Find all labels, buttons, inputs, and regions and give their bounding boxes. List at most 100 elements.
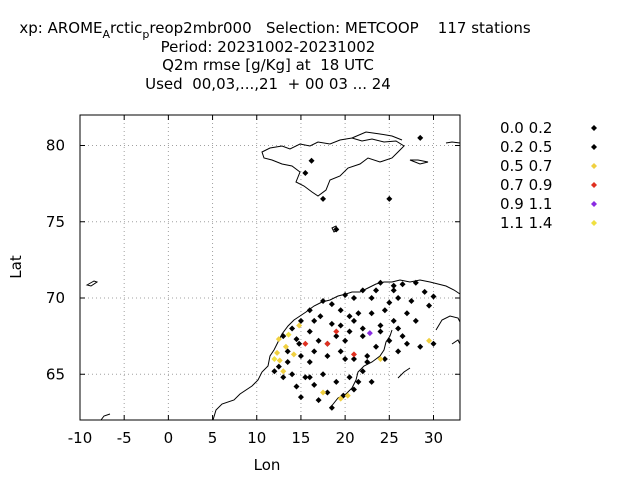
x-tick-label: 10 (247, 429, 266, 447)
data-point (355, 310, 362, 317)
data-point (381, 307, 388, 314)
data-point (337, 307, 344, 314)
data-point (350, 356, 357, 362)
data-point (412, 317, 419, 324)
frans-josef-coast (445, 141, 461, 144)
data-point (280, 333, 287, 340)
data-point (275, 336, 282, 343)
data-point (311, 348, 318, 355)
data-point (311, 381, 318, 388)
title-line-2: Period: 20231002-20231002 (161, 38, 376, 56)
title-rest: reop2mbr000 Selection: METCOOP 117 stati… (149, 19, 530, 37)
data-point (355, 378, 362, 385)
data-point (297, 394, 304, 401)
data-point (368, 295, 375, 301)
data-point (344, 392, 351, 399)
data-point (280, 368, 287, 375)
legend-marker (591, 182, 597, 188)
title-subscript-2: p (142, 28, 149, 41)
data-point (333, 333, 340, 340)
title-mid: rctic (110, 19, 142, 37)
data-point (377, 322, 384, 329)
data-point (285, 331, 292, 338)
data-point (297, 352, 304, 359)
data-point (342, 291, 349, 298)
data-point (386, 299, 393, 306)
data-point (320, 195, 327, 202)
data-point (377, 328, 384, 335)
data-point (366, 330, 373, 337)
data-point (421, 288, 428, 295)
kvitoya-coast (409, 159, 429, 165)
title-line-3: Q2m rmse [g/Kg] at 18 UTC (162, 56, 374, 74)
data-point (399, 333, 406, 340)
data-point (297, 317, 304, 324)
data-point (386, 337, 393, 344)
data-point (280, 374, 287, 381)
data-point (426, 337, 433, 344)
y-tick-label: 70 (46, 289, 65, 307)
data-point (302, 374, 309, 381)
data-point (289, 371, 296, 378)
data-point (284, 359, 291, 366)
axis-ticks: -10 -5 0 5 10 15 20 25 30 65 70 75 80 (46, 115, 460, 447)
data-point (315, 337, 322, 344)
data-point (430, 293, 437, 300)
data-point (337, 348, 344, 355)
data-point (275, 363, 282, 370)
data-point (377, 356, 384, 362)
white-sea-coast (435, 315, 461, 331)
data-point (306, 307, 313, 314)
plot-border (79, 114, 461, 421)
norway-coast (212, 279, 461, 421)
data-point (346, 328, 353, 335)
data-point (324, 389, 331, 396)
data-point (296, 322, 303, 329)
kola-coast (451, 339, 461, 345)
data-point (320, 389, 327, 396)
data-point (373, 343, 380, 350)
data-point (403, 310, 410, 317)
grid-lines (80, 115, 460, 420)
data-point (390, 282, 397, 289)
y-tick-label: 75 (46, 213, 65, 231)
chart-title: xp: AROMEArcticpreop2mbr000 Selection: M… (19, 19, 530, 93)
plot-frame (79, 114, 461, 421)
data-point (346, 313, 353, 320)
data-point (276, 357, 283, 364)
x-tick-label: -5 (117, 429, 132, 447)
data-point (364, 352, 371, 359)
data-point (320, 371, 327, 378)
data-point (337, 322, 344, 329)
gulf-of-bothnia-coast (329, 329, 393, 409)
data-point (320, 298, 327, 305)
data-point (282, 343, 289, 350)
data-point (302, 169, 309, 176)
data-point (350, 351, 357, 358)
x-tick-label: -10 (68, 429, 93, 447)
y-axis-label: Lat (7, 255, 25, 279)
data-point (308, 157, 315, 164)
data-point (350, 317, 357, 324)
data-point (386, 195, 393, 202)
legend-label: 0.7 0.9 (500, 176, 552, 194)
title-line-4: Used 00,03,...,21 + 00 03 ... 24 (145, 75, 391, 93)
nordaust-coast (351, 131, 403, 141)
data-point (417, 343, 424, 350)
data-point (359, 333, 366, 340)
x-tick-label: 15 (291, 429, 310, 447)
data-point (350, 386, 357, 393)
data-point (359, 325, 366, 332)
legend-marker (591, 144, 597, 150)
data-point (395, 295, 402, 301)
svalbard-coast (261, 137, 405, 197)
title-prefix: xp: AROME (19, 19, 102, 37)
data-point (408, 298, 415, 305)
y-tick-label: 80 (46, 137, 65, 155)
data-point (337, 395, 344, 402)
data-point (289, 325, 296, 332)
jan-mayen-coast (85, 280, 99, 287)
x-tick-label: 25 (380, 429, 399, 447)
x-tick-label: 30 (424, 429, 443, 447)
